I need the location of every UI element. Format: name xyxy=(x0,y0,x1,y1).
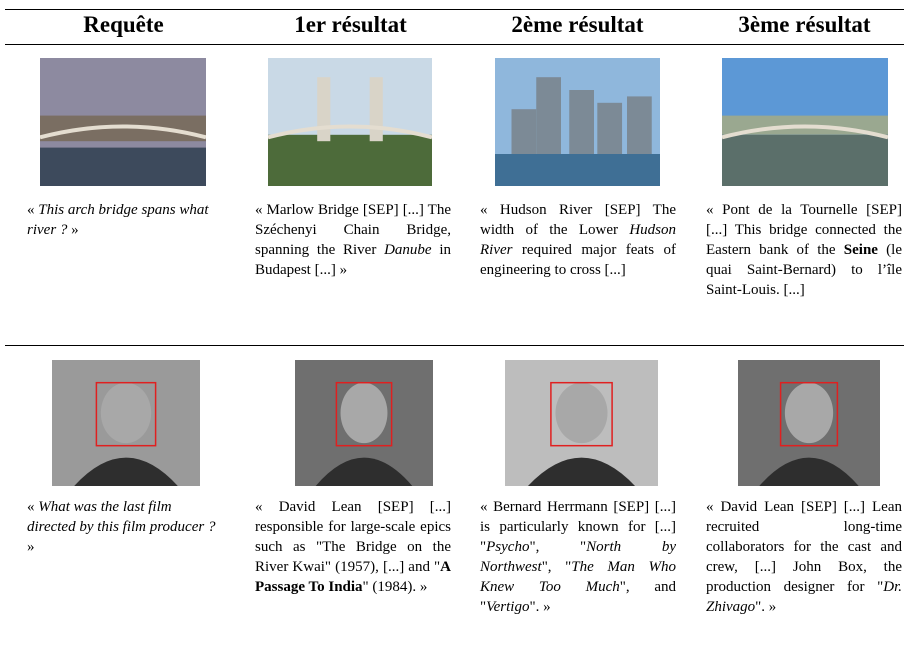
text-segment: Vertigo xyxy=(486,599,530,615)
image-shape xyxy=(759,457,859,486)
image-shape xyxy=(40,124,206,140)
image xyxy=(505,360,658,486)
image xyxy=(495,58,660,186)
result-text: « Pont de la Tournelle [SEP] [...] This … xyxy=(706,200,902,300)
image-shape xyxy=(722,124,888,140)
text-segment: « xyxy=(27,202,39,218)
image-shape xyxy=(369,77,383,142)
result-text: « David Lean [SEP] [...] responsible for… xyxy=(255,497,451,597)
text-segment: What was the last film directed by this … xyxy=(27,499,216,535)
image xyxy=(295,360,433,486)
result-text: « Marlow Bridge [SEP] [...] The Szécheny… xyxy=(255,200,451,280)
text-segment: » xyxy=(67,222,79,238)
text-segment: « David Lean [SEP] [...] responsible for… xyxy=(255,499,451,575)
column-header: 3ème résultat xyxy=(738,12,871,37)
text-segment: « Bernard Herrmann [SEP] [...] is partic… xyxy=(480,499,676,555)
text-segment: Psycho xyxy=(486,539,530,555)
top-rule xyxy=(5,9,904,10)
image-shape xyxy=(569,90,594,154)
image-shape xyxy=(40,147,206,186)
image-shape xyxy=(779,381,839,447)
text-segment: ". » xyxy=(755,599,777,615)
text-segment: ", " xyxy=(541,559,572,575)
text-segment: « David Lean [SEP] [...] Lean recruited … xyxy=(706,499,902,595)
text-segment: Dr. Zhivago xyxy=(706,579,902,615)
text-segment: Hudson River xyxy=(480,222,676,258)
column-header: 1er résultat xyxy=(294,12,407,37)
column-header: Requête xyxy=(83,12,164,37)
text-segment: » xyxy=(27,539,35,555)
text-segment: « Hudson River [SEP] The width of the Lo… xyxy=(480,202,676,238)
image-shape xyxy=(335,381,393,447)
image-shape xyxy=(555,382,608,444)
image-shape xyxy=(722,134,888,186)
text-segment: " (1984). » xyxy=(362,579,428,595)
image-shape xyxy=(315,457,413,486)
image xyxy=(268,58,432,186)
image-shape xyxy=(268,134,432,186)
image-shape xyxy=(536,77,561,154)
text-segment: (le quai Saint-Bernard) to l’île Saint-L… xyxy=(706,242,902,298)
column-header: 2ème résultat xyxy=(511,12,644,37)
image-shape xyxy=(95,381,157,447)
text-segment: The Man Who Knew Too Much xyxy=(480,559,676,595)
image-shape xyxy=(495,154,660,186)
image-shape xyxy=(100,382,152,444)
text-segment: ", " xyxy=(529,539,587,555)
query-text: « What was the last film directed by thi… xyxy=(27,497,223,557)
text-segment: Danube xyxy=(384,242,432,258)
text-segment: « Pont de la Tournelle [SEP] [...] This … xyxy=(706,202,902,258)
image-shape xyxy=(74,457,178,486)
row-rule xyxy=(5,345,904,346)
image xyxy=(52,360,200,486)
header-rule xyxy=(5,44,904,45)
text-segment: « Marlow Bridge [SEP] [...] The Szécheny… xyxy=(255,202,451,258)
image-shape xyxy=(511,109,537,154)
query-text: « This arch bridge spans what river ? » xyxy=(27,200,223,240)
image xyxy=(738,360,880,486)
text-segment: ". » xyxy=(529,599,551,615)
image-shape xyxy=(317,77,331,142)
text-segment: This arch bridge spans what river ? xyxy=(27,202,209,238)
image-shape xyxy=(340,382,388,444)
image xyxy=(722,58,888,186)
text-segment: « xyxy=(27,499,39,515)
image-shape xyxy=(550,381,613,447)
result-text: « David Lean [SEP] [...] Lean recruited … xyxy=(706,497,902,617)
image-shape xyxy=(527,457,636,486)
text-segment: North by Northwest xyxy=(480,539,676,575)
text-segment: ", and " xyxy=(480,579,676,615)
text-segment: A Passage To India xyxy=(255,559,451,595)
image-shape xyxy=(597,102,623,154)
image-shape xyxy=(784,382,834,444)
image-shape xyxy=(627,96,652,154)
result-text: « Bernard Herrmann [SEP] [...] is partic… xyxy=(480,497,676,617)
image xyxy=(40,58,206,186)
text-segment: Seine xyxy=(843,242,878,258)
result-text: « Hudson River [SEP] The width of the Lo… xyxy=(480,200,676,280)
text-segment: required major feats of engineering to c… xyxy=(480,242,676,278)
image-shape xyxy=(268,124,432,140)
text-segment: in Budapest [...] » xyxy=(255,242,451,278)
